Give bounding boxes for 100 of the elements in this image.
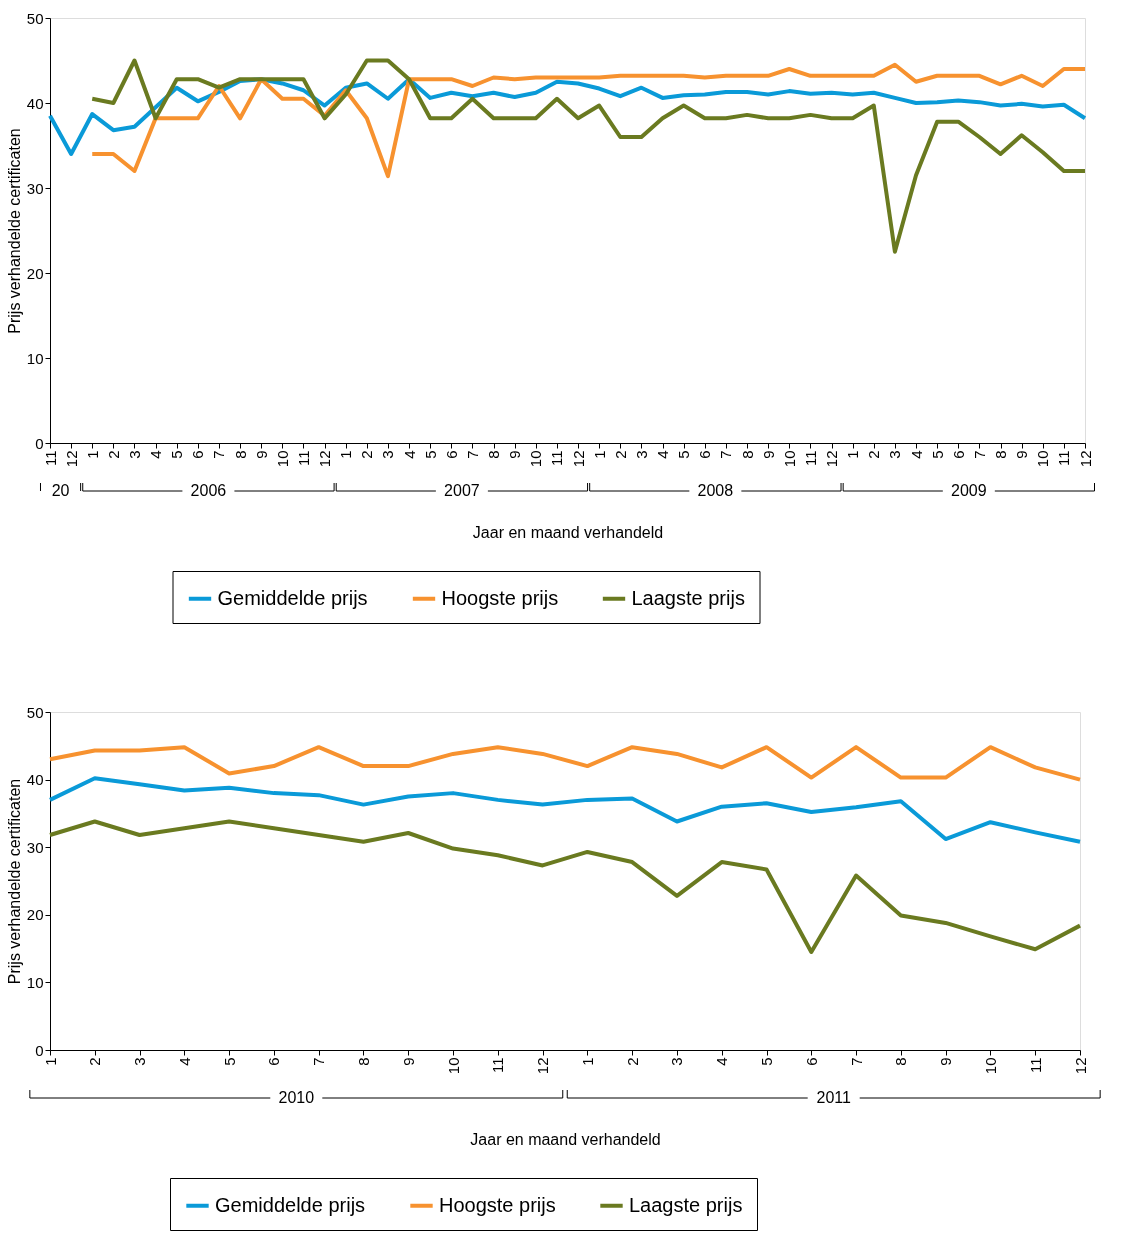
- x-tick-label: 8: [738, 450, 756, 459]
- x-tick-label: 7: [310, 1057, 328, 1066]
- x-tick-label: 10: [780, 450, 798, 468]
- x-tick-label: 2: [865, 450, 883, 459]
- x-tick-label: 1: [590, 450, 608, 459]
- x-tick-label: 6: [949, 450, 967, 459]
- legend-label: Laagste prijs: [629, 1193, 743, 1216]
- x-tick-label: 9: [399, 1057, 417, 1066]
- text: 2007: [444, 482, 480, 499]
- x-tick-label: 11: [41, 450, 59, 467]
- x-tick-label: 9: [759, 450, 777, 459]
- x-tick-label: 5: [220, 1057, 238, 1066]
- x-tick-label: 3: [632, 450, 650, 459]
- x-tick-label: 6: [802, 1057, 820, 1066]
- line-series: [48, 745, 1082, 782]
- y-axis-title: Prijs verhandelde certificaten: [5, 778, 23, 985]
- x-tick-label: 12: [62, 450, 80, 468]
- x-tick-label: 9: [1013, 450, 1031, 459]
- x-tick-label: 7: [717, 450, 735, 459]
- x-tick-label: 10: [444, 1057, 462, 1075]
- x-tick-label: 4: [400, 450, 418, 459]
- x-tick-label: 4: [175, 1057, 193, 1066]
- legend-label: Laagste prijs: [631, 586, 745, 609]
- y-tick-label: 50: [26, 9, 44, 27]
- text: 20: [51, 482, 70, 499]
- x-tick-label: 8: [231, 450, 249, 459]
- x-tick-label: 8: [992, 450, 1010, 459]
- legend-label: Hoogste prijs: [441, 586, 559, 609]
- text: 2008: [697, 482, 734, 499]
- x-tick-label: 2: [358, 450, 376, 459]
- line-series: [48, 776, 1082, 844]
- legend-label: Hoogste prijs: [439, 1193, 556, 1216]
- x-tick-label: 1: [83, 450, 101, 459]
- text: 2006: [190, 482, 227, 499]
- y-tick-label: 20: [26, 906, 44, 924]
- y-tick-label: 20: [26, 264, 44, 282]
- x-tick-label: 1: [337, 450, 355, 459]
- y-tick-label: 30: [26, 838, 44, 856]
- x-tick-label: 10: [273, 450, 291, 468]
- y-tick-label: 40: [26, 771, 44, 789]
- x-tick-label: 2: [86, 1057, 104, 1066]
- legend-label: Gemiddelde prijs: [215, 1193, 366, 1216]
- x-tick-label: 3: [886, 450, 904, 459]
- x-tick-label: 6: [189, 450, 207, 459]
- x-tick-label: 12: [1076, 450, 1094, 468]
- x-tick-label: 2: [611, 450, 629, 459]
- x-tick-label: 8: [354, 1057, 372, 1066]
- line-series: [48, 77, 1087, 156]
- y-tick-label: 0: [35, 434, 44, 452]
- x-tick-label: 6: [442, 450, 460, 459]
- x-tick-label: 5: [168, 450, 186, 459]
- x-tick-label: 4: [654, 450, 672, 459]
- x-tick-label: 10: [527, 450, 545, 468]
- x-tick-label: 12: [569, 450, 587, 468]
- x-tick-label: 4: [147, 450, 165, 459]
- x-tick-label: 11: [1026, 1057, 1044, 1074]
- line-series: [90, 62, 1087, 179]
- x-tick-label: 11: [548, 450, 566, 467]
- x-tick-label: 12: [316, 450, 334, 468]
- x-tick-label: 7: [210, 450, 228, 459]
- x-tick-label: 7: [463, 450, 481, 459]
- x-tick-label: 3: [668, 1057, 686, 1066]
- x-tick-label: 10: [1034, 450, 1052, 468]
- x-tick-label: 1: [844, 450, 862, 459]
- x-axis-title: Jaar en maand verhandeld: [470, 1131, 661, 1149]
- x-tick-label: 6: [696, 450, 714, 459]
- x-tick-label: 10: [981, 1057, 999, 1075]
- x-tick-label: 11: [294, 450, 312, 467]
- y-tick-label: 30: [26, 179, 44, 197]
- x-tick-label: 3: [125, 450, 143, 459]
- x-tick-label: 1: [41, 1057, 59, 1066]
- x-tick-label: 2: [104, 450, 122, 459]
- x-tick-label: 11: [1055, 450, 1073, 467]
- line-series: [90, 58, 1087, 254]
- x-axis-title: Jaar en maand verhandeld: [472, 524, 664, 542]
- x-tick-label: 12: [534, 1057, 552, 1075]
- x-tick-label: 4: [907, 450, 925, 459]
- y-tick-label: 10: [26, 349, 44, 367]
- text: 2009: [951, 482, 987, 499]
- x-tick-label: 2: [623, 1057, 641, 1066]
- legend-label: Gemiddelde prijs: [217, 586, 368, 609]
- x-tick-label: 12: [1071, 1057, 1089, 1075]
- x-tick-label: 9: [252, 450, 270, 459]
- x-tick-label: 4: [713, 1057, 731, 1066]
- y-axis-title: Prijs verhandelde certificaten: [5, 128, 23, 334]
- x-tick-label: 8: [485, 450, 503, 459]
- x-tick-label: 9: [506, 450, 524, 459]
- x-tick-label: 5: [675, 450, 693, 459]
- x-tick-label: 5: [928, 450, 946, 459]
- y-tick-label: 10: [26, 973, 44, 991]
- x-tick-label: 12: [823, 450, 841, 468]
- line-series: [48, 819, 1082, 954]
- x-tick-label: 7: [970, 450, 988, 459]
- y-tick-label: 0: [35, 1041, 44, 1059]
- x-tick-label: 3: [379, 450, 397, 459]
- text: 2011: [816, 1089, 851, 1106]
- x-tick-label: 3: [131, 1057, 149, 1066]
- x-tick-label: 6: [265, 1057, 283, 1066]
- x-tick-label: 1: [578, 1057, 596, 1066]
- x-tick-label: 9: [937, 1057, 955, 1066]
